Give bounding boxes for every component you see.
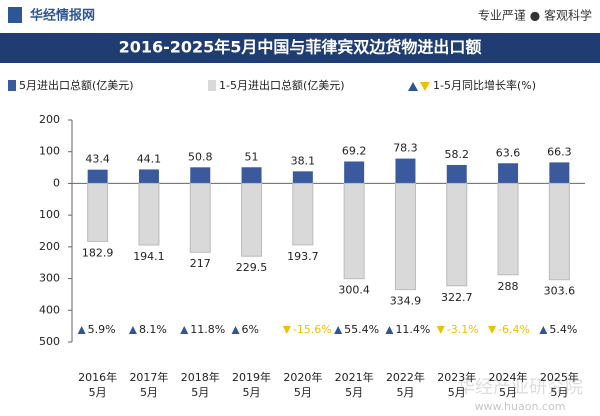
growth-label: -6.4%: [498, 323, 530, 336]
value-label: 193.7: [287, 250, 319, 263]
value-label: 43.4: [85, 153, 110, 166]
growth-label: 11.8%: [190, 323, 225, 336]
value-label: 63.6: [496, 146, 521, 159]
bar: [446, 182, 468, 287]
growth-label: 8.1%: [139, 323, 167, 336]
legend-label: 1-5月进出口总额(亿美元): [219, 78, 345, 92]
bar: [498, 163, 519, 184]
x-tick-label: 2025年 5月: [539, 371, 579, 399]
x-tick-label: 2019年 5月: [232, 371, 272, 399]
watermark: 华经产业研究院: [457, 377, 583, 398]
x-tick-label: 2020年 5月: [283, 371, 323, 399]
growth-marker: [231, 326, 240, 334]
growth-label: 5.4%: [549, 323, 577, 336]
slogan: 专业严谨 ● 客观科学: [478, 8, 592, 23]
bar: [189, 182, 211, 253]
bar: [138, 169, 159, 184]
bar: [138, 182, 160, 246]
value-label: 334.9: [390, 295, 422, 308]
bar: [241, 182, 263, 257]
value-label: 194.1: [133, 250, 165, 263]
bar: [190, 167, 211, 184]
growth-marker: [334, 326, 343, 334]
growth-marker: [77, 326, 86, 334]
bar: [241, 167, 262, 184]
x-tick-label: 2017年 5月: [129, 371, 169, 399]
bar: [548, 182, 570, 281]
bar: [395, 158, 416, 184]
growth-marker: [180, 326, 189, 334]
bar: [292, 182, 314, 246]
value-label: 69.2: [342, 144, 367, 157]
legend-marker: [420, 82, 430, 91]
x-tick-label: 2021年 5月: [334, 371, 374, 399]
value-label: 51: [245, 150, 259, 163]
bar: [549, 162, 570, 184]
title-bar: [0, 33, 600, 63]
growth-marker: [282, 326, 291, 334]
y-tick-label: 100: [39, 208, 60, 221]
x-tick-label: 2024年 5月: [488, 371, 528, 399]
growth-label: -3.1%: [447, 323, 479, 336]
growth-label: 5.9%: [88, 323, 116, 336]
bar: [343, 182, 365, 280]
growth-marker: [488, 326, 497, 334]
bar: [87, 182, 109, 242]
growth-marker: [436, 326, 445, 334]
y-tick-label: 300: [39, 272, 60, 285]
y-tick-label: 100: [39, 145, 60, 158]
brand: 华经情报网: [30, 8, 95, 24]
bar: [292, 171, 313, 184]
bar: [446, 164, 467, 184]
y-tick-label: 0: [53, 176, 60, 189]
watermark-url: www.huaon.com: [475, 400, 566, 413]
growth-marker: [385, 326, 394, 334]
logo: [8, 7, 22, 23]
legend-label: 5月进出口总额(亿美元): [19, 78, 134, 92]
legend-label: 1-5月同比增长率(%): [433, 78, 536, 92]
value-label: 182.9: [82, 246, 114, 259]
value-label: 322.7: [441, 291, 473, 304]
value-label: 300.4: [338, 284, 370, 297]
value-label: 78.3: [393, 142, 418, 155]
x-tick-label: 2018年 5月: [180, 371, 220, 399]
growth-marker: [128, 326, 137, 334]
x-tick-label: 2016年 5月: [78, 371, 118, 399]
bar: [344, 161, 365, 184]
y-tick-label: 200: [39, 240, 60, 253]
y-tick-label: 500: [39, 335, 60, 348]
bar: [87, 169, 108, 184]
value-label: 217: [190, 257, 211, 270]
value-label: 38.1: [291, 154, 316, 167]
value-label: 58.2: [445, 148, 470, 161]
value-label: 229.5: [236, 261, 268, 274]
value-label: 50.8: [188, 150, 213, 163]
value-label: 303.6: [544, 285, 576, 298]
y-tick-label: 400: [39, 303, 60, 316]
growth-label: 11.4%: [395, 323, 430, 336]
legend-swatch: [8, 80, 16, 91]
growth-label: -15.6%: [293, 323, 332, 336]
growth-marker: [539, 326, 548, 334]
x-tick-label: 2022年 5月: [385, 371, 425, 399]
legend-swatch: [208, 80, 216, 91]
value-label: 44.1: [137, 152, 162, 165]
growth-label: 6%: [242, 323, 259, 336]
bar: [394, 182, 416, 291]
y-tick-label: 200: [39, 113, 60, 126]
growth-label: 55.4%: [344, 323, 379, 336]
legend-marker: [408, 82, 418, 91]
bar: [497, 182, 519, 276]
value-label: 66.3: [547, 145, 572, 158]
value-label: 288: [498, 280, 519, 293]
chart-title: 2016-2025年5月中国与菲律宾双边货物进出口额: [119, 38, 482, 57]
x-tick-label: 2023年 5月: [437, 371, 477, 399]
